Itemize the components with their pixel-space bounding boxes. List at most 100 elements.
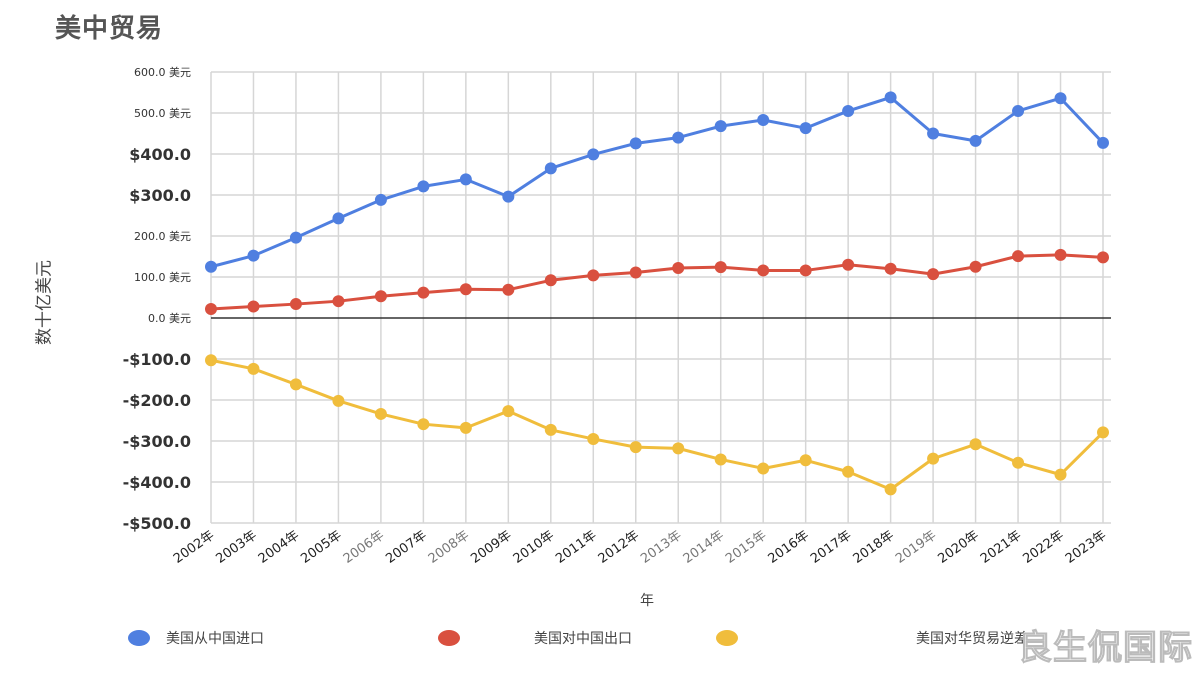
data-point xyxy=(757,462,770,475)
y-tick-label: 500.0 美元 xyxy=(134,107,191,120)
data-point xyxy=(289,378,302,391)
data-point xyxy=(842,465,855,478)
data-point xyxy=(374,290,387,303)
data-point xyxy=(205,260,217,273)
data-point xyxy=(502,283,515,296)
legend-label-imports: 美国从中国进口 xyxy=(166,631,264,647)
data-point xyxy=(205,354,217,367)
data-point xyxy=(374,193,387,206)
data-point xyxy=(799,454,812,467)
data-point xyxy=(1012,456,1025,469)
data-point xyxy=(374,407,387,420)
x-tick-label: 2011年 xyxy=(553,528,599,567)
legend-label-deficit: 美国对华贸易逆差 xyxy=(916,631,1028,647)
x-tick-label: 2018年 xyxy=(851,528,897,567)
data-point xyxy=(672,442,685,455)
data-point xyxy=(799,264,812,277)
y-tick-label: 0.0 美元 xyxy=(148,312,191,325)
data-point xyxy=(1054,92,1067,105)
data-point xyxy=(714,261,727,274)
legend-item-imports[interactable]: 美国从中国进口 xyxy=(128,628,264,648)
data-point xyxy=(1054,468,1067,481)
data-point xyxy=(587,148,600,161)
data-point xyxy=(247,249,260,262)
data-point xyxy=(969,260,982,273)
x-tick-label: 2017年 xyxy=(808,528,854,567)
data-point xyxy=(1054,248,1067,261)
y-tick-label: -$100.0 xyxy=(123,350,191,369)
x-tick-label: 2022年 xyxy=(1020,528,1066,567)
data-point xyxy=(502,190,515,203)
x-tick-label: 2012年 xyxy=(596,528,642,567)
data-point xyxy=(587,432,600,445)
x-tick-label: 2014年 xyxy=(681,528,727,567)
x-tick-label: 2020年 xyxy=(936,528,982,567)
y-tick-label: $300.0 xyxy=(129,186,191,205)
x-tick-label: 2010年 xyxy=(511,528,557,567)
x-tick-label: 2003年 xyxy=(213,528,259,567)
data-point xyxy=(969,134,982,147)
legend-marker-exports xyxy=(438,630,460,646)
data-point xyxy=(1097,426,1109,439)
legend-item-deficit[interactable]: 美国对华贸易逆差 xyxy=(716,628,1028,648)
x-tick-label: 2007年 xyxy=(383,528,429,567)
series-line xyxy=(210,358,1105,491)
data-point xyxy=(544,162,557,175)
y-tick-label: 200.0 美元 xyxy=(134,230,191,243)
x-tick-label: 2013年 xyxy=(638,528,684,567)
data-point xyxy=(757,113,770,126)
data-point xyxy=(672,131,685,144)
data-point xyxy=(289,298,302,311)
data-point xyxy=(927,452,940,465)
data-point xyxy=(417,180,430,193)
series-line xyxy=(210,253,1104,311)
y-tick-label: $400.0 xyxy=(129,145,191,164)
data-point xyxy=(672,261,685,274)
x-tick-label: 2004年 xyxy=(256,528,302,567)
data-point xyxy=(1097,136,1109,149)
data-point xyxy=(502,405,515,418)
y-tick-label: -$400.0 xyxy=(123,473,191,492)
data-point xyxy=(714,120,727,133)
y-tick-label: -$500.0 xyxy=(123,514,191,533)
data-point xyxy=(247,300,260,313)
data-point xyxy=(629,441,642,454)
data-point xyxy=(459,421,472,434)
data-point xyxy=(1012,250,1025,263)
chart-title: 美中贸易 xyxy=(55,14,164,44)
data-point xyxy=(629,266,642,279)
x-tick-label: 2006年 xyxy=(341,528,387,567)
legend-label-exports: 美国对中国出口 xyxy=(534,631,632,647)
y-tick-label: 600.0 美元 xyxy=(134,66,191,79)
data-point xyxy=(332,212,345,225)
x-tick-label: 2019年 xyxy=(893,528,939,567)
data-point xyxy=(884,262,897,275)
data-point xyxy=(884,91,897,104)
data-point xyxy=(332,394,345,407)
x-tick-label: 2016年 xyxy=(766,528,812,567)
legend-item-exports[interactable]: 美国对中国出口 xyxy=(438,628,632,648)
x-tick-label: 2009年 xyxy=(468,528,514,567)
y-tick-label: -$300.0 xyxy=(123,432,191,451)
data-point xyxy=(842,258,855,271)
data-point xyxy=(1012,104,1025,117)
data-point xyxy=(459,173,472,186)
x-axis-label: 年 xyxy=(640,593,654,609)
data-point xyxy=(544,423,557,436)
watermark: 良生侃国际 xyxy=(1018,628,1193,669)
data-point xyxy=(629,137,642,150)
data-point xyxy=(587,269,600,282)
data-point xyxy=(757,264,770,277)
data-point xyxy=(289,231,302,244)
data-point xyxy=(247,362,260,375)
legend-marker-deficit xyxy=(716,630,738,646)
legend-marker-imports xyxy=(128,630,150,646)
x-tick-label: 2023年 xyxy=(1063,528,1109,567)
data-point xyxy=(1097,251,1109,264)
data-point xyxy=(459,283,472,296)
data-point xyxy=(927,268,940,281)
series-line xyxy=(210,95,1105,269)
data-point xyxy=(927,127,940,140)
x-tick-label: 2008年 xyxy=(426,528,472,567)
